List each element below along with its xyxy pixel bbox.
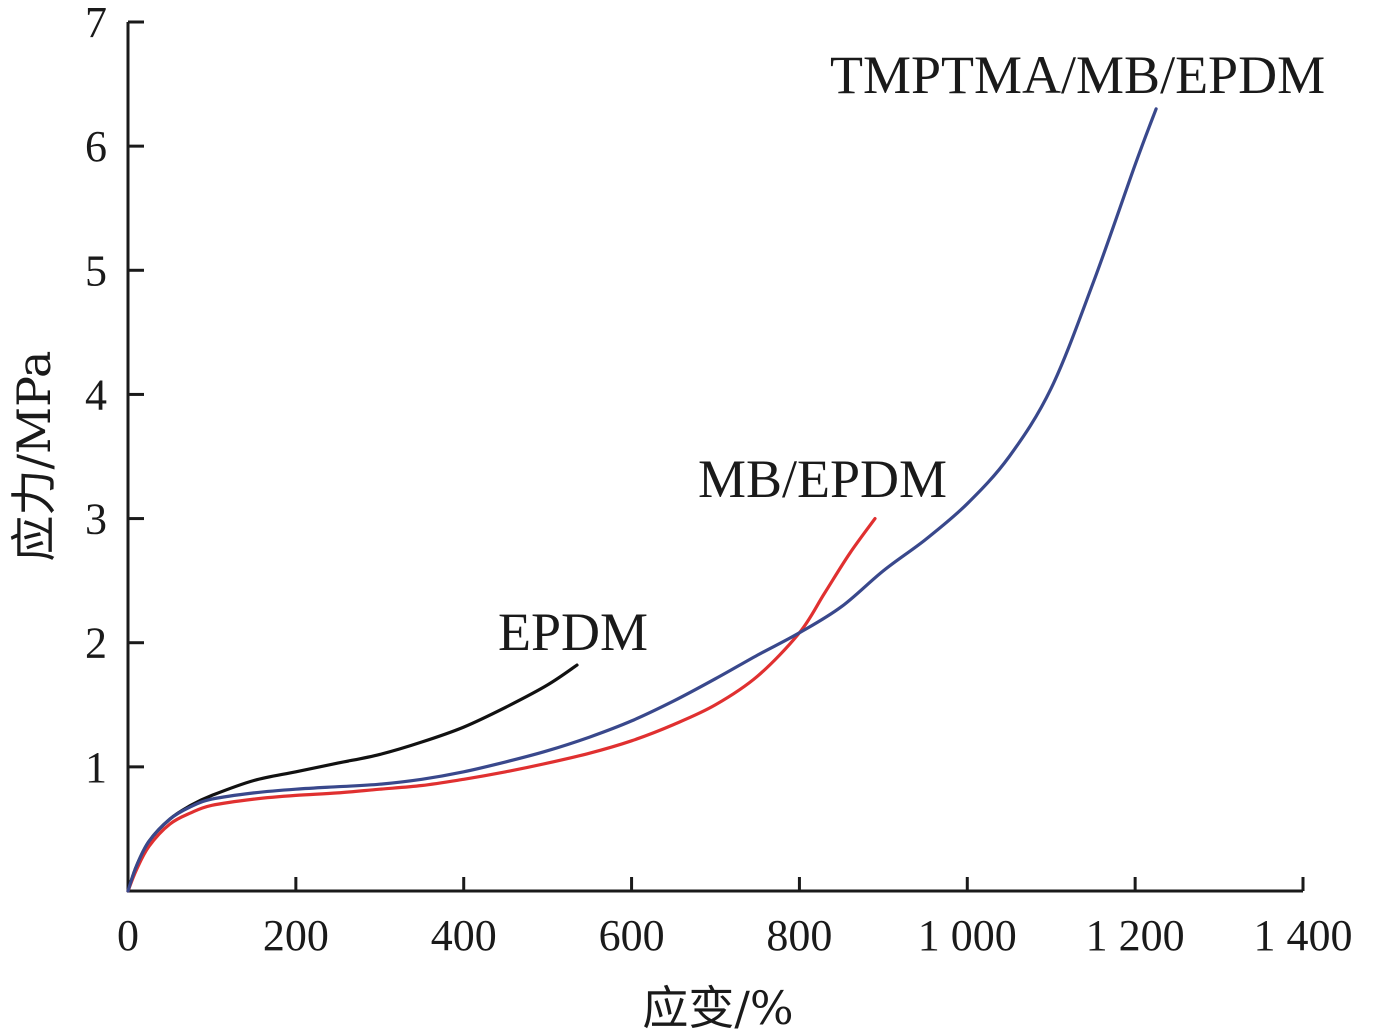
x-tick-label: 0 <box>117 911 139 960</box>
series-label-mb-epdm: MB/EPDM <box>698 449 947 509</box>
y-tick-label: 4 <box>85 370 107 419</box>
y-tick-label: 7 <box>85 0 107 47</box>
axes <box>126 22 1303 893</box>
series-line-mb-epdm <box>126 517 877 893</box>
x-tick-label: 200 <box>263 911 329 960</box>
x-tick-label: 600 <box>599 911 665 960</box>
x-tick-label: 400 <box>431 911 497 960</box>
x-tick-label: 1 400 <box>1254 911 1353 960</box>
x-tick-label: 1 200 <box>1086 911 1185 960</box>
y-tick-label: 6 <box>85 122 107 171</box>
series-label-epdm: EPDM <box>498 602 648 662</box>
series-line-tmptma-mb-epdm <box>126 107 1158 893</box>
y-tick-label: 2 <box>85 619 107 668</box>
series-labels: EPDM MB/EPDM TMPTMA/MB/EPDM <box>498 45 1325 662</box>
series-lines <box>126 107 1158 893</box>
y-ticks: 1 2 3 4 5 6 7 <box>85 0 144 792</box>
x-axis-title: 应变/% <box>642 981 793 1031</box>
x-tick-label: 1 000 <box>918 911 1017 960</box>
series-line-epdm <box>126 663 579 893</box>
y-tick-label: 1 <box>85 743 107 792</box>
x-tick-label: 800 <box>766 911 832 960</box>
series-label-tmptma-mb-epdm: TMPTMA/MB/EPDM <box>830 45 1325 105</box>
y-axis-title: 应力/MPa <box>7 351 61 562</box>
y-tick-label: 3 <box>85 495 107 544</box>
y-tick-label: 5 <box>85 246 107 295</box>
x-ticks: 0 200 400 600 800 1 000 1 200 1 400 <box>117 877 1353 960</box>
